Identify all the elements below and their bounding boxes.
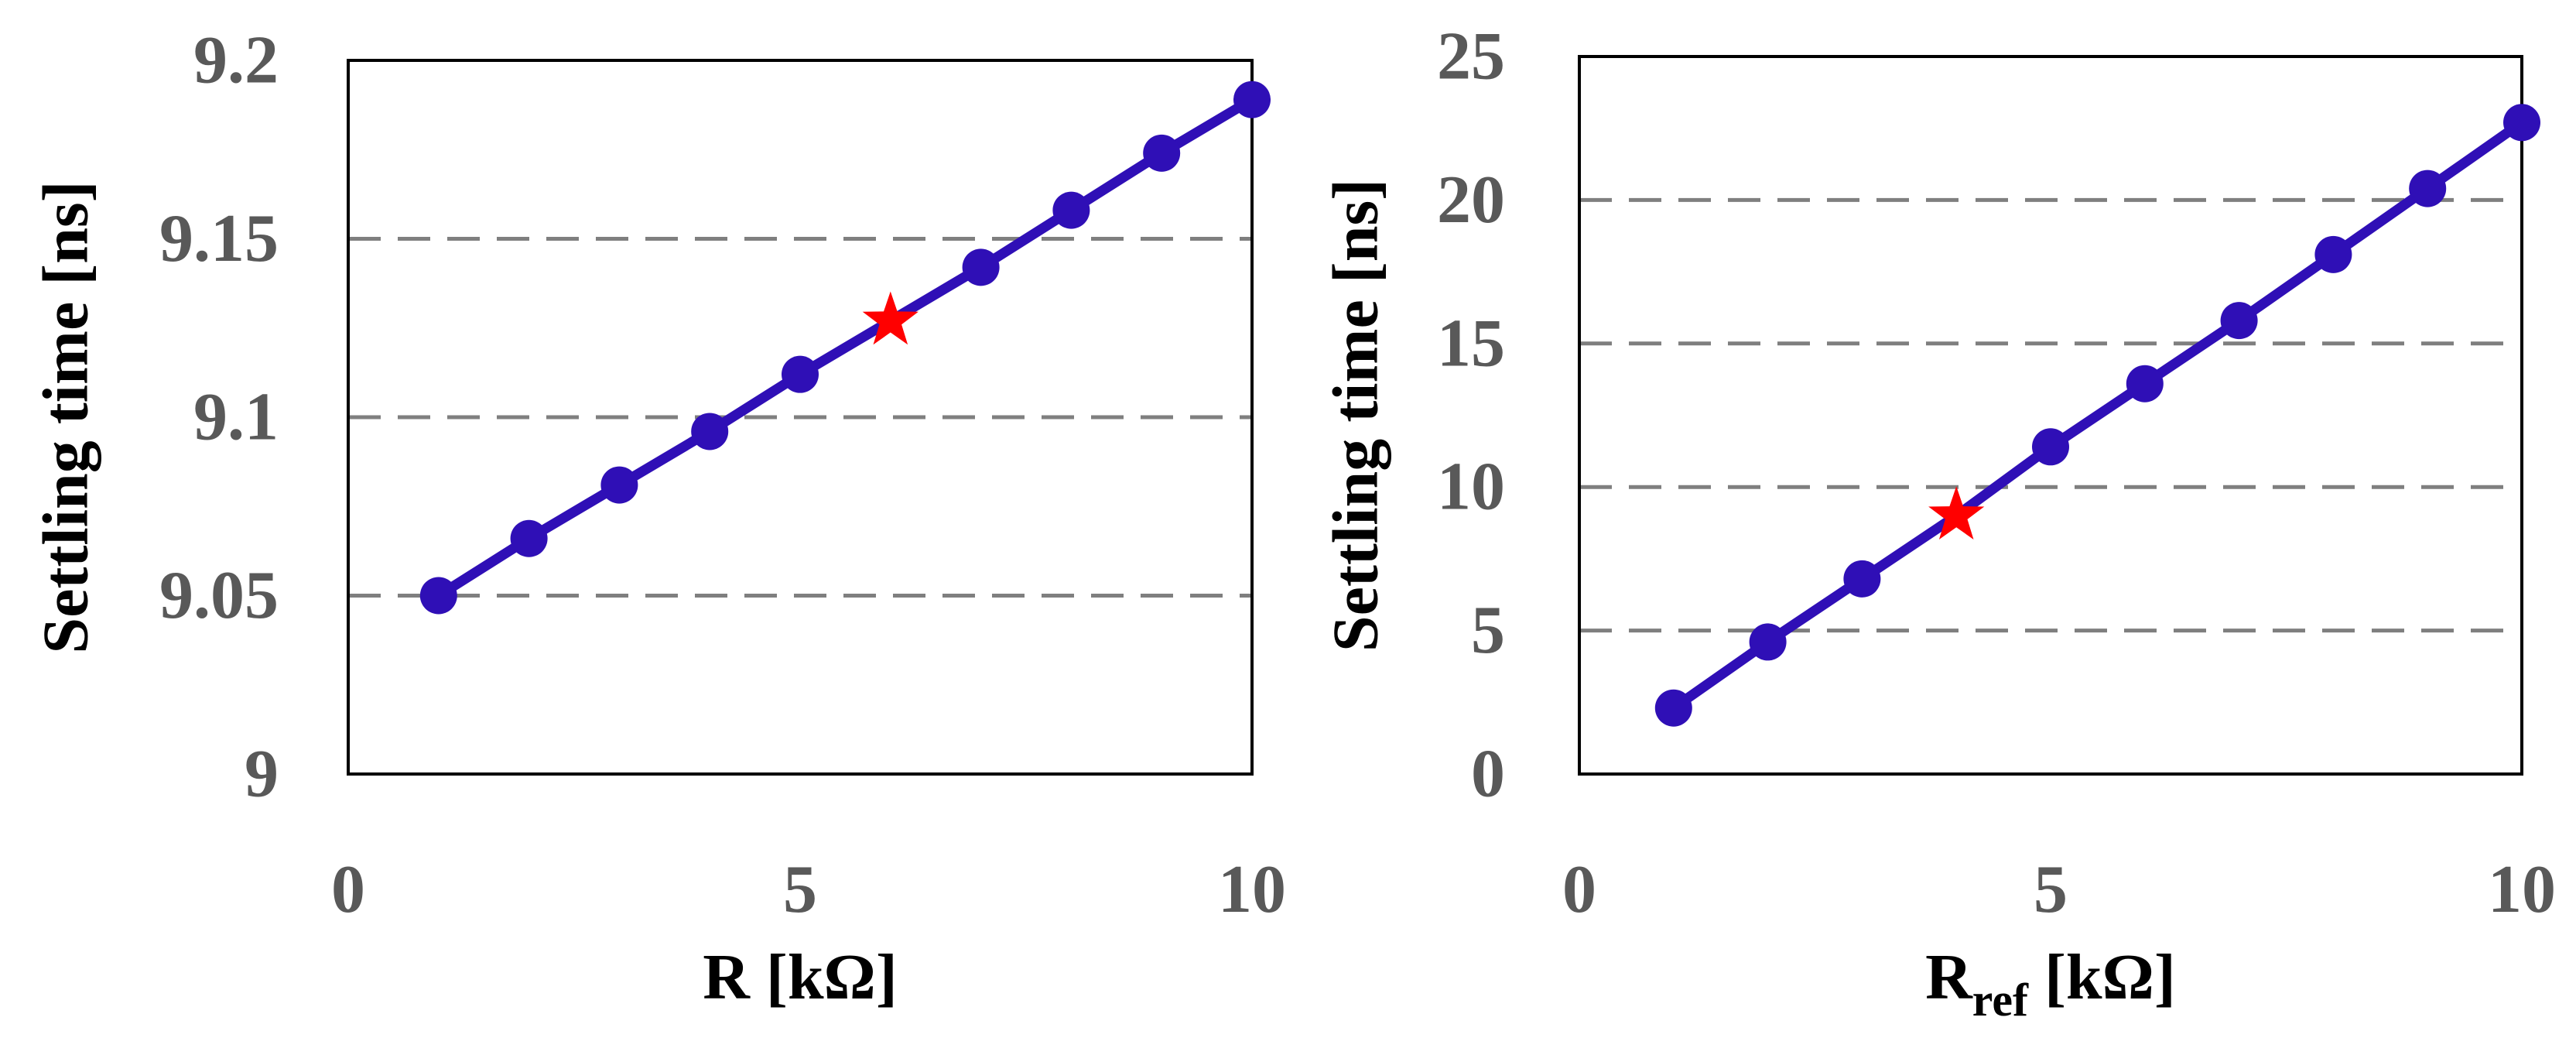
data-point [1843,560,1881,598]
x-tick-label: 10 [1218,852,1286,927]
y-tick-label: 15 [1437,306,1505,381]
data-point [782,355,819,393]
data-point [962,248,1000,286]
y-tick-label: 9.15 [159,201,279,276]
data-point [2503,104,2540,142]
x-tick-label: 10 [2488,852,2556,927]
series-line [1668,117,2527,714]
x-axis-label: R [kΩ] [703,941,898,1013]
data-point [2409,170,2447,207]
chart-right: 0 5 10 15 20 25 0 5 10 Rref [kΩ] Settling time [ns… [1320,19,2557,1026]
data-point [691,413,729,450]
data-point [1233,80,1271,118]
data-point [510,519,548,557]
x-tick-label: 0 [1562,852,1596,927]
y-tick-label: 25 [1437,19,1505,94]
data-point [600,466,638,504]
plot-frame [1578,55,2523,776]
data-point [419,577,457,615]
data-point [1654,689,1692,727]
data-point [1143,134,1181,172]
y-tick-label: 9.1 [193,380,279,455]
series-line [433,94,1257,601]
data-point [2126,365,2164,402]
plot-frame [347,59,1254,776]
x-axis-label: Rref [kΩ] [1925,941,2176,1026]
x-axis-label-main: R [1925,941,1973,1013]
data-point [1052,191,1090,229]
x-tick-label: 5 [2034,852,2068,927]
highlight-star-marker [862,291,919,345]
data-point [1749,623,1787,661]
y-axis-label: Settling time [ns] [1320,179,1392,652]
data-point [2314,235,2352,273]
data-point [2032,428,2069,466]
x-tick-label: 0 [331,852,365,927]
y-tick-label: 5 [1471,593,1505,668]
y-tick-label: 20 [1437,163,1505,238]
y-tick-label: 9.2 [193,23,279,98]
x-axis-label-unit: [kΩ] [2028,941,2176,1013]
chart-left: 9 9.05 9.1 9.15 9.2 0 5 10 R [kΩ] Settling time [… [30,23,1287,1014]
y-tick-label: 9 [245,737,279,812]
data-point [2220,302,2258,340]
y-tick-label: 0 [1471,737,1505,812]
y-axis-label: Settling time [ns] [30,180,102,653]
y-tick-label: 9.05 [159,558,279,633]
highlight-star-marker [1928,486,1985,539]
x-axis-label-subscript: ref [1972,975,2029,1026]
y-tick-label: 10 [1437,450,1505,525]
x-tick-label: 5 [783,852,817,927]
